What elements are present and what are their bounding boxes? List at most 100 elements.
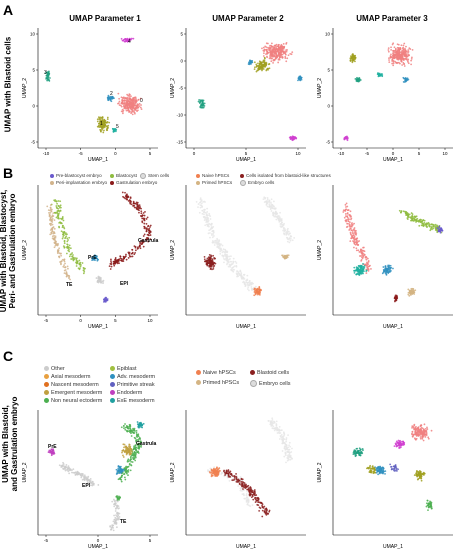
umap-point: [198, 99, 201, 101]
umap-point: [242, 280, 245, 283]
umap-point: [57, 217, 60, 219]
umap-point: [224, 474, 226, 476]
umap-point: [251, 59, 254, 62]
umap-point: [279, 435, 282, 437]
umap-point: [413, 215, 416, 218]
umap-point: [407, 49, 410, 51]
umap-point: [133, 109, 136, 112]
umap-point: [131, 109, 134, 112]
umap-point: [405, 78, 407, 81]
umap-point: [427, 437, 430, 440]
umap-point: [393, 445, 396, 448]
umap-point: [123, 446, 125, 449]
umap-point: [250, 490, 253, 493]
umap-point: [275, 56, 277, 59]
umap-point: [285, 438, 288, 441]
umap-point: [214, 474, 217, 477]
umap-point: [344, 213, 347, 215]
plot-text: 5: [149, 538, 152, 543]
umap-point: [404, 49, 407, 52]
umap-point: [46, 205, 49, 208]
umap-point: [119, 478, 122, 481]
umap-point: [414, 219, 417, 222]
umap-point: [349, 60, 352, 62]
umap-point: [135, 440, 138, 443]
umap-point: [404, 50, 407, 53]
umap-point: [135, 429, 138, 432]
umap-point: [148, 229, 151, 232]
umap-point: [258, 293, 261, 296]
umap-point: [60, 252, 63, 255]
umap-point: [125, 453, 128, 456]
umap-point: [230, 472, 233, 475]
umap-point: [382, 470, 384, 473]
umap-point: [219, 243, 222, 246]
umap-point: [104, 123, 107, 126]
umap-point: [354, 233, 357, 236]
umap-point: [394, 296, 396, 299]
umap-point: [101, 122, 104, 125]
umap-point: [345, 219, 347, 221]
umap-point: [223, 261, 225, 264]
umap-point: [123, 473, 126, 475]
umap-point: [127, 251, 130, 254]
umap-point: [287, 254, 290, 257]
umap-point: [131, 453, 134, 456]
legend-item: Axial mesoderm: [44, 374, 90, 380]
umap-point: [289, 232, 292, 235]
umap-point: [143, 225, 146, 228]
umap-point: [136, 205, 139, 208]
legend-item: Blastoid cells: [250, 370, 289, 376]
umap-point: [201, 212, 204, 215]
umap-point: [258, 287, 260, 290]
umap-point: [396, 50, 399, 52]
umap-point: [127, 427, 129, 430]
umap-point: [401, 56, 404, 59]
umap-point: [210, 224, 213, 226]
umap-point: [402, 59, 405, 61]
umap-point: [253, 489, 256, 491]
umap-point: [49, 233, 52, 236]
umap-point: [127, 257, 130, 259]
umap-point: [270, 55, 273, 57]
umap-point: [201, 205, 204, 208]
umap-point: [62, 219, 65, 222]
legend-dot: [44, 366, 49, 372]
umap-point: [111, 500, 114, 503]
umap-point: [66, 237, 69, 240]
umap-point: [199, 197, 202, 199]
umap-point: [106, 298, 108, 301]
plot-text: 3: [44, 70, 47, 76]
umap-point: [139, 423, 142, 426]
umap-point: [212, 254, 215, 257]
umap-point: [349, 240, 352, 243]
umap-point: [346, 209, 349, 212]
umap-point: [133, 454, 136, 457]
umap-point: [134, 251, 137, 254]
umap-point: [370, 268, 372, 270]
umap-point: [56, 210, 59, 212]
umap-point: [132, 200, 135, 203]
umap-point: [103, 129, 105, 132]
umap-point: [129, 469, 132, 472]
umap-point: [65, 275, 68, 278]
umap-point: [271, 421, 274, 424]
plot-text: UMAP_1: [236, 157, 256, 163]
umap-point: [402, 46, 405, 49]
umap-point: [247, 484, 250, 487]
legend-dot: [250, 370, 255, 376]
umap-point: [438, 225, 441, 228]
umap-point: [398, 444, 400, 447]
umap-point: [97, 124, 100, 127]
umap-point: [112, 529, 115, 532]
umap-point: [285, 437, 288, 439]
umap-point: [375, 471, 378, 474]
umap-point: [120, 102, 123, 105]
umap-point: [102, 282, 104, 285]
umap-point: [123, 469, 126, 471]
umap-point: [385, 273, 388, 276]
umap-point: [349, 214, 351, 217]
umap-point: [249, 59, 251, 62]
legend-item: Primed hPSCs: [196, 380, 239, 386]
umap-point: [398, 52, 401, 55]
